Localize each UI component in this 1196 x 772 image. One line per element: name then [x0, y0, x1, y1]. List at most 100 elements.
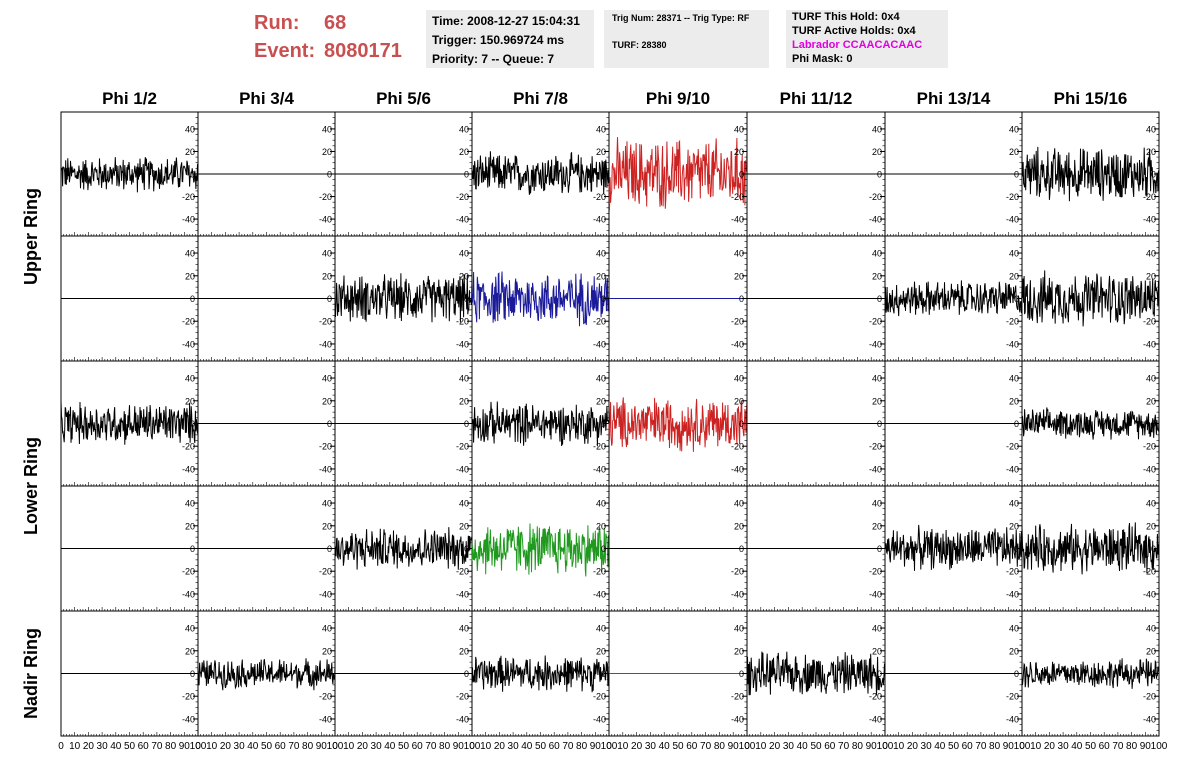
y-tick-label: -20 — [1143, 567, 1156, 577]
y-tick-label: -20 — [1006, 317, 1019, 327]
x-tick-label: 40 — [797, 741, 809, 752]
y-tick-label: -40 — [1006, 339, 1019, 349]
y-tick-label: -20 — [456, 567, 469, 577]
y-tick-label: 20 — [322, 646, 332, 656]
y-tick-label: -40 — [869, 339, 882, 349]
y-tick-label: -40 — [182, 464, 195, 474]
x-tick-label: 90 — [453, 741, 465, 752]
run-line: Run: 68 — [254, 12, 346, 35]
x-tick-label: 60 — [412, 741, 424, 752]
y-tick-label: -20 — [182, 317, 195, 327]
x-tick-label: 30 — [645, 741, 657, 752]
y-tick-label: 0 — [877, 294, 882, 304]
ring-label: Upper Ring — [21, 188, 41, 285]
turf-text: TURF: 28380 — [612, 40, 667, 50]
waveform-line — [746, 651, 886, 696]
y-tick-label: 20 — [459, 396, 469, 406]
x-tick-label: 70 — [838, 741, 850, 752]
x-tick-label: 100 — [327, 741, 344, 752]
y-tick-label: -40 — [731, 589, 744, 599]
y-tick-label: 0 — [190, 669, 195, 679]
y-tick-label: 0 — [190, 294, 195, 304]
x-tick-label: 70 — [975, 741, 987, 752]
y-tick-label: -20 — [319, 442, 332, 452]
y-tick-label: -20 — [1143, 692, 1156, 702]
x-tick-label: 80 — [1126, 741, 1138, 752]
x-tick-label: 70 — [1112, 741, 1124, 752]
x-tick-label: 10 — [893, 741, 905, 752]
x-tick-label: 0 — [195, 741, 201, 752]
y-tick-label: 40 — [734, 124, 744, 134]
y-tick-label: 20 — [1146, 147, 1156, 157]
x-tick-label: 10 — [617, 741, 629, 752]
y-tick-label: 20 — [596, 396, 606, 406]
y-tick-label: -40 — [456, 589, 469, 599]
column-header: Phi 13/14 — [917, 89, 991, 108]
x-tick-label: 90 — [179, 741, 191, 752]
y-tick-label: 40 — [322, 249, 332, 259]
y-tick-label: -20 — [319, 567, 332, 577]
priority-text: Priority: 7 -- Queue: 7 — [432, 52, 555, 66]
x-tick-label: 40 — [521, 741, 533, 752]
column-header: Phi 3/4 — [239, 89, 294, 108]
y-tick-label: -20 — [182, 442, 195, 452]
y-tick-label: 0 — [464, 669, 469, 679]
y-tick-label: -20 — [456, 317, 469, 327]
x-tick-label: 70 — [425, 741, 437, 752]
y-tick-label: 0 — [327, 419, 332, 429]
y-tick-label: 40 — [872, 374, 882, 384]
y-tick-label: 20 — [734, 396, 744, 406]
x-tick-label: 40 — [110, 741, 122, 752]
y-tick-label: 20 — [1146, 271, 1156, 281]
x-tick-label: 30 — [1058, 741, 1070, 752]
y-tick-label: 40 — [1009, 124, 1019, 134]
time-info-box: Time: 2008-12-27 15:04:31 Trigger: 150.9… — [426, 10, 594, 68]
y-tick-label: 20 — [1009, 396, 1019, 406]
waveform-line — [60, 157, 199, 193]
trigger-info-box: Trig Num: 28371 -- Trig Type: RF TURF: 2… — [604, 10, 769, 68]
y-tick-label: -40 — [1006, 464, 1019, 474]
x-tick-label: 0 — [606, 741, 612, 752]
x-tick-label: 100 — [1014, 741, 1031, 752]
x-tick-label: 40 — [1071, 741, 1083, 752]
y-tick-label: -20 — [1006, 567, 1019, 577]
y-tick-label: 20 — [1009, 521, 1019, 531]
y-tick-label: 20 — [185, 646, 195, 656]
y-tick-label: -40 — [731, 714, 744, 724]
y-tick-label: -40 — [182, 339, 195, 349]
y-tick-label: 20 — [596, 147, 606, 157]
waveform-line — [884, 280, 1023, 317]
event-line: Event: 8080171 — [254, 40, 402, 63]
x-tick-label: 10 — [1030, 741, 1042, 752]
y-tick-label: 20 — [185, 271, 195, 281]
y-tick-label: 0 — [1151, 419, 1156, 429]
x-tick-label: 20 — [83, 741, 95, 752]
y-tick-label: -40 — [593, 714, 606, 724]
x-tick-label: 80 — [989, 741, 1001, 752]
waveform-line — [334, 273, 473, 323]
y-tick-label: -20 — [182, 692, 195, 702]
waveform-line — [608, 137, 748, 211]
x-tick-label: 0 — [469, 741, 475, 752]
x-tick-label: 60 — [549, 741, 561, 752]
waveform-line — [1021, 407, 1160, 440]
y-tick-label: -40 — [1006, 589, 1019, 599]
y-tick-label: -20 — [869, 317, 882, 327]
y-tick-label: 0 — [1014, 170, 1019, 180]
x-tick-label: 20 — [220, 741, 232, 752]
y-tick-label: 40 — [1146, 499, 1156, 509]
x-tick-label: 60 — [824, 741, 836, 752]
waveform-line — [471, 151, 610, 195]
y-tick-label: 40 — [1009, 249, 1019, 259]
y-tick-label: -40 — [456, 714, 469, 724]
x-tick-label: 100 — [877, 741, 894, 752]
waveform-line — [1021, 522, 1160, 575]
waveform-line — [884, 524, 1023, 571]
y-tick-label: -20 — [456, 192, 469, 202]
y-tick-label: 20 — [459, 521, 469, 531]
x-tick-label: 90 — [590, 741, 602, 752]
y-tick-label: -40 — [456, 339, 469, 349]
x-tick-label: 40 — [247, 741, 259, 752]
y-tick-label: 20 — [322, 521, 332, 531]
y-tick-label: 40 — [734, 249, 744, 259]
